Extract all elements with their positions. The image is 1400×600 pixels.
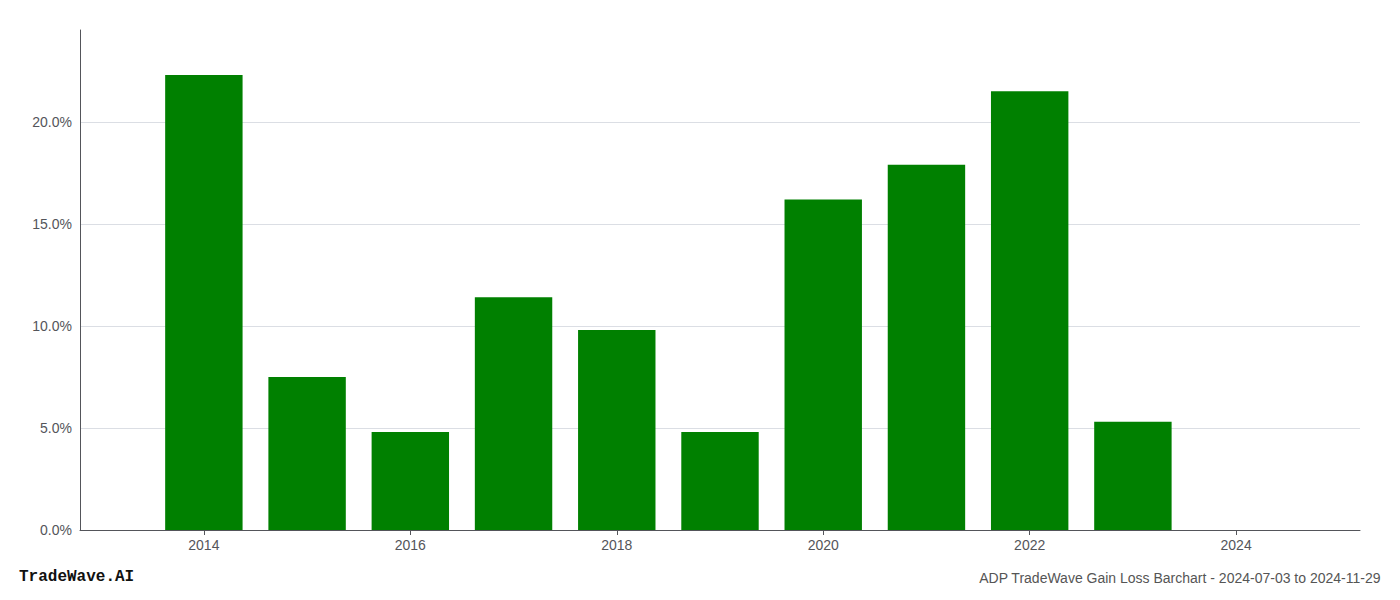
svg-text:2022: 2022 bbox=[1014, 537, 1045, 553]
svg-text:20.0%: 20.0% bbox=[32, 114, 72, 130]
svg-text:10.0%: 10.0% bbox=[32, 318, 72, 334]
svg-text:0.0%: 0.0% bbox=[40, 522, 72, 538]
svg-text:2016: 2016 bbox=[395, 537, 426, 553]
svg-text:2014: 2014 bbox=[188, 537, 219, 553]
svg-text:2024: 2024 bbox=[1221, 537, 1252, 553]
svg-text:5.0%: 5.0% bbox=[40, 420, 72, 436]
svg-text:TradeWave.AI: TradeWave.AI bbox=[19, 568, 134, 586]
svg-text:2020: 2020 bbox=[808, 537, 839, 553]
svg-text:15.0%: 15.0% bbox=[32, 216, 72, 232]
svg-text:ADP TradeWave Gain Loss Barcha: ADP TradeWave Gain Loss Barchart - 2024-… bbox=[979, 570, 1381, 586]
svg-text:2018: 2018 bbox=[601, 537, 632, 553]
